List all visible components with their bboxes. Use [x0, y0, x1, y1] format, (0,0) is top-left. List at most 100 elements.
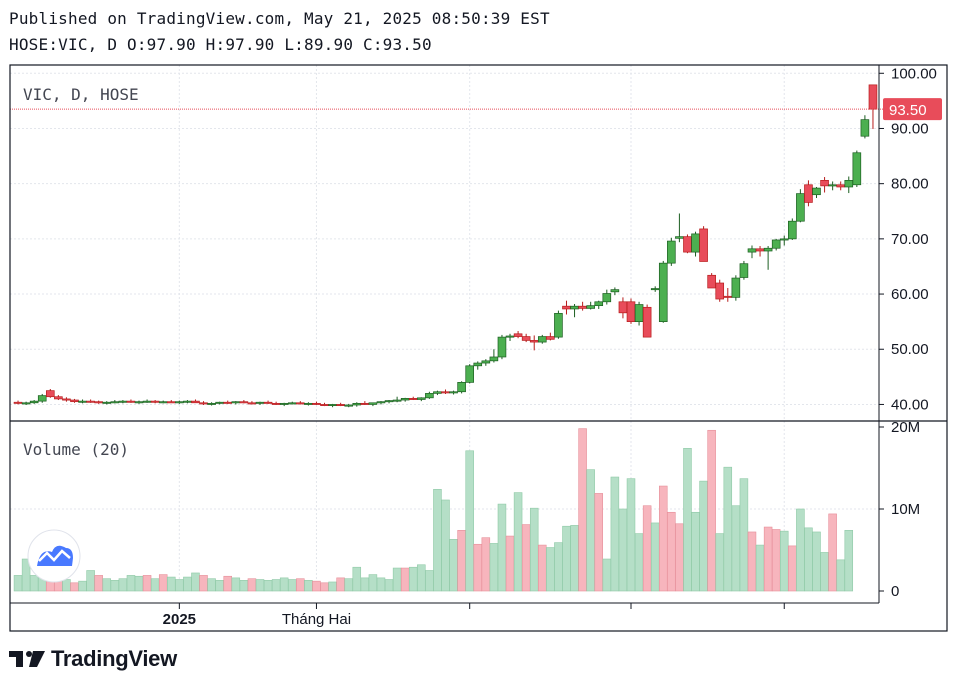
candle: [626, 298, 636, 324]
volume-bar: [796, 508, 805, 592]
candle: [788, 218, 797, 240]
volume-bar: [207, 578, 216, 592]
volume-bar: [602, 558, 612, 592]
candle: [723, 287, 733, 302]
candle: [271, 401, 281, 405]
time-tick-label: Tháng Hai: [282, 611, 351, 628]
volume-bar: [360, 577, 370, 592]
volume-bar: [570, 525, 579, 592]
volume-bar: [457, 530, 466, 592]
candle-body: [820, 180, 829, 187]
volume-bar: [763, 526, 773, 592]
candle-body: [489, 356, 499, 362]
volume-bar: [828, 513, 837, 592]
candle: [118, 400, 128, 404]
volume-bar: [465, 450, 474, 592]
candle-body: [70, 399, 79, 403]
candle: [771, 238, 781, 251]
volume-bar: [328, 581, 337, 592]
candle: [521, 333, 531, 343]
candle-body: [650, 288, 660, 291]
volume-bar: [175, 579, 184, 592]
volume-bar: [844, 530, 854, 592]
volume-bar: [538, 544, 547, 592]
volume-bar: [586, 469, 595, 592]
candle-body: [610, 289, 620, 293]
volume-label: Volume (20): [23, 440, 129, 459]
volume-bar: [352, 566, 362, 592]
volume-bar: [804, 527, 813, 592]
candle-body: [376, 401, 386, 404]
candle-body: [852, 152, 862, 186]
candle-body: [86, 400, 95, 403]
ohlc-header: HOSE:VIC, D O:97.90 H:97.90 L:89.90 C:93…: [9, 35, 432, 54]
candle-body: [570, 305, 579, 310]
candle: [183, 400, 192, 404]
candle: [263, 400, 273, 404]
candle-body: [126, 400, 136, 403]
candle-body: [707, 274, 716, 289]
candle-body: [215, 401, 224, 404]
candle: [86, 399, 95, 403]
volume-bar: [150, 578, 160, 592]
candle: [94, 400, 103, 404]
candle-body: [602, 293, 612, 303]
volume-bar: [304, 580, 313, 592]
time-tick-label: 2025: [163, 611, 196, 628]
candle: [45, 388, 55, 398]
volume-bar: [755, 544, 765, 592]
candle: [304, 402, 313, 406]
volume-bar: [529, 507, 539, 592]
candle-body: [54, 396, 63, 400]
candle-body: [513, 333, 523, 337]
candle-body: [408, 398, 418, 400]
volume-bar: [497, 503, 507, 592]
candle-body: [417, 397, 426, 400]
chart-frame: [9, 64, 948, 632]
volume-bar: [481, 537, 491, 592]
candle: [392, 396, 402, 403]
candle: [820, 177, 829, 193]
candle: [352, 402, 362, 407]
candle: [360, 401, 370, 405]
candle: [852, 150, 862, 187]
candle-body: [62, 398, 71, 401]
volume-tick-label: 0: [891, 583, 899, 600]
candle-body: [731, 277, 741, 298]
volume-bar: [94, 575, 103, 592]
chart-canvas[interactable]: 40.00 50.00 60.00 70.00 80.00 90.00 100.00 0 10…: [0, 0, 958, 640]
tradingview-logo[interactable]: TradingView: [9, 645, 177, 673]
candle-body: [425, 393, 434, 399]
candle: [610, 287, 620, 296]
candle-body: [441, 391, 450, 394]
volume-bar: [62, 579, 71, 592]
volume-bar: [392, 567, 402, 592]
candle-body: [626, 301, 636, 323]
volume-bar: [376, 577, 386, 592]
volume-bar: [183, 576, 192, 592]
candle: [441, 389, 450, 394]
volume-bar: [384, 579, 394, 592]
volume-bar: [13, 575, 23, 592]
tradingview-float-icon[interactable]: [27, 529, 81, 583]
candle: [836, 181, 846, 191]
candle-body: [788, 220, 797, 240]
candle: [21, 401, 31, 405]
candle: [223, 400, 233, 404]
candle: [731, 275, 741, 301]
candle-body: [207, 402, 216, 405]
candle-body: [384, 400, 394, 403]
candle: [860, 115, 870, 139]
candle-body: [118, 400, 128, 403]
candle-body: [328, 404, 337, 406]
candle: [239, 400, 249, 404]
volume-bar: [425, 570, 434, 592]
volume-bar: [449, 539, 458, 592]
volume-bar: [279, 577, 289, 592]
candle: [497, 334, 507, 360]
candle: [336, 402, 345, 407]
candle-body: [320, 404, 329, 406]
candle: [747, 245, 757, 259]
volume-bar: [513, 492, 523, 592]
volume-bar: [473, 543, 483, 592]
